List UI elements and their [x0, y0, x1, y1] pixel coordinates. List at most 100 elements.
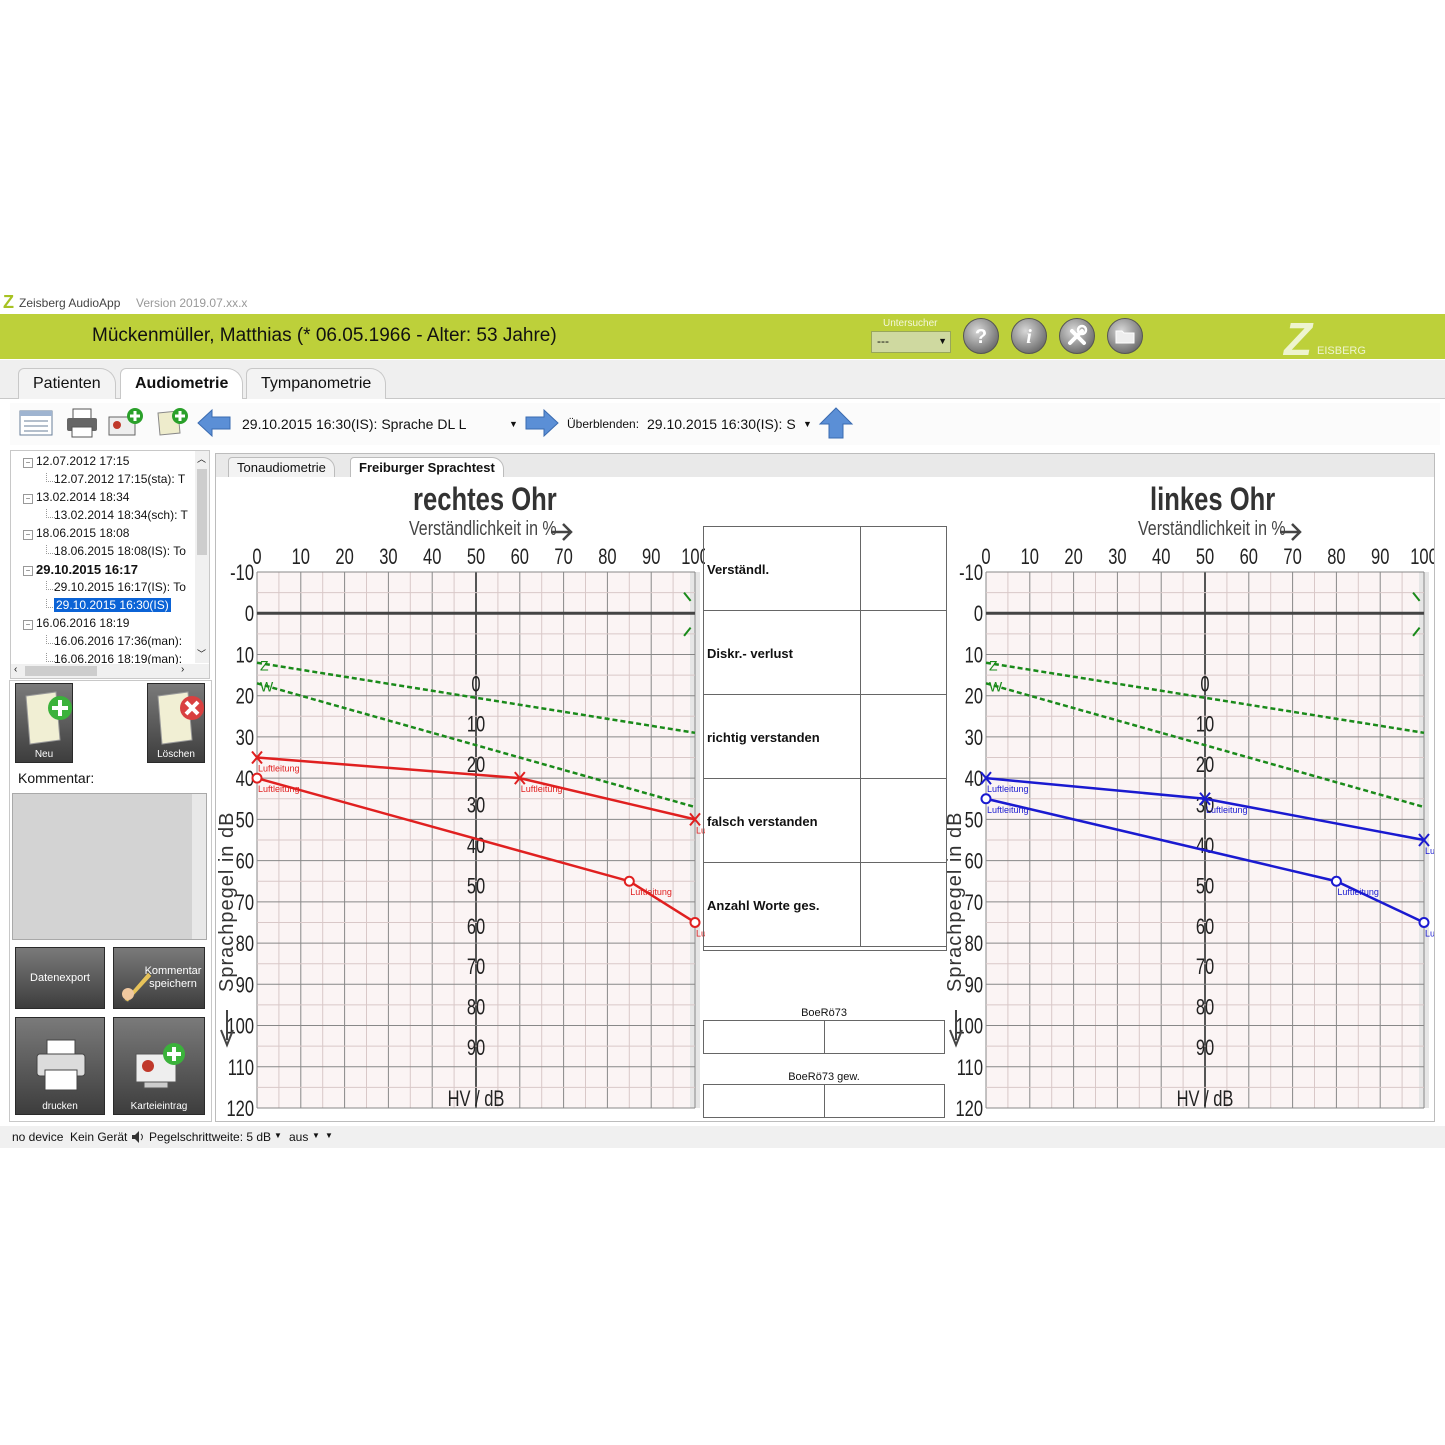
chevron-down-icon[interactable]: ▼ — [274, 1131, 282, 1140]
y-tick-label: 0 — [974, 602, 983, 627]
brand-text: EISBERG — [1317, 345, 1366, 357]
arrow-up-icon[interactable] — [818, 407, 854, 439]
data-point-o — [1418, 916, 1430, 928]
tree-measurement-node[interactable]: 18.06.2015 18:08(IS): To — [54, 544, 186, 558]
help-icon: ? — [974, 326, 988, 348]
device-select[interactable]: Kein Gerät — [70, 1130, 128, 1144]
hv-tick-label: 0 — [1200, 672, 1209, 697]
print-button[interactable]: drucken — [15, 1017, 105, 1115]
x-tick-label: 20 — [1064, 545, 1083, 570]
data-point-x — [689, 812, 701, 827]
add-patient-card-icon[interactable] — [108, 407, 144, 439]
scroll-up-icon[interactable]: ︿ — [197, 454, 207, 464]
settings-button[interactable] — [1059, 318, 1095, 354]
tree-date-node[interactable]: 12.07.2012 17:15 — [36, 454, 130, 468]
comment-textarea[interactable] — [12, 793, 207, 940]
measurement-tree[interactable]: −12.07.2012 17:15 12.07.2012 17:15(sta): … — [10, 450, 210, 679]
x-tick-label: 0 — [252, 545, 261, 570]
tab-tonaudiometrie[interactable]: Tonaudiometrie — [228, 457, 335, 478]
info-button[interactable]: i — [1011, 318, 1047, 354]
results-row: Anzahl Worte ges. — [704, 863, 946, 947]
help-button[interactable]: ? — [963, 318, 999, 354]
results-row-label: falsch verstanden — [707, 814, 818, 829]
arrow-down-icon — [949, 1010, 963, 1048]
mode-select[interactable]: aus — [289, 1130, 309, 1144]
examiner-select[interactable]: --- ▼ — [871, 331, 951, 353]
tree-connector — [46, 545, 55, 554]
delete-button[interactable]: Löschen — [147, 683, 205, 763]
new-document-icon — [25, 691, 72, 745]
scroll-down-icon[interactable]: ﹀ — [197, 649, 207, 659]
open-folder-button[interactable] — [1107, 318, 1143, 354]
results-row-value — [860, 863, 946, 947]
overlay-label: Überblenden: — [567, 417, 640, 431]
boe-value-box — [703, 1020, 945, 1054]
hv-tick-label: 20 — [1196, 753, 1215, 778]
tree-date-node[interactable]: 18.06.2015 18:08 — [36, 526, 130, 540]
data-point-x — [1199, 792, 1211, 806]
reference-curve-z — [985, 661, 1425, 735]
tab-freiburger-sprachtest[interactable]: Freiburger Sprachtest — [350, 457, 504, 478]
patient-name: Mückenmüller, Matthias (* 06.05.1966 - A… — [92, 325, 557, 346]
tree-measurement-node[interactable]: 29.10.2015 16:30(IS) — [54, 598, 171, 612]
arrow-left-icon[interactable] — [196, 407, 232, 439]
hv-tick-label: 90 — [1196, 1036, 1215, 1061]
printer-icon[interactable] — [64, 407, 100, 439]
new-document-icon[interactable] — [154, 407, 190, 439]
tree-vertical-scrollbar[interactable]: ︿ ﹀ — [195, 451, 209, 663]
tree-expander-icon[interactable]: − — [23, 620, 33, 630]
export-button[interactable]: Datenexport — [15, 947, 105, 1009]
data-point-label: Luftleitung — [1425, 928, 1434, 938]
tree-measurement-node[interactable]: 16.06.2016 18:19(man): — [54, 652, 183, 666]
tab-audiometrie[interactable]: Audiometrie — [120, 368, 244, 399]
tab-tympanometrie[interactable]: Tympanometrie — [246, 368, 387, 399]
reference-curve-w — [256, 682, 696, 809]
chevron-down-icon[interactable]: ▼ — [312, 1131, 320, 1140]
data-point-o — [980, 793, 992, 805]
printer-icon — [36, 1039, 86, 1091]
measurement-select[interactable]: 29.10.2015 16:30(IS): Sprache DL L — [242, 416, 467, 432]
arrow-right-icon[interactable] — [524, 407, 560, 439]
level-step-select[interactable]: Pegelschrittweite: 5 dB — [149, 1130, 272, 1144]
tree-expander-icon[interactable]: − — [23, 566, 33, 576]
tree-measurement-node[interactable]: 16.06.2016 17:36(man): — [54, 634, 183, 648]
data-point-label: Luftleitung — [630, 887, 672, 897]
scroll-thumb[interactable] — [25, 666, 97, 676]
data-point-x — [980, 771, 992, 785]
tree-date-node[interactable]: 13.02.2014 18:34 — [36, 490, 130, 504]
hv-tick-label: 80 — [467, 995, 486, 1020]
boe-weighted-label: BoeRö73 gew. — [788, 1071, 860, 1083]
chevron-down-icon[interactable]: ▼ — [509, 419, 518, 429]
comment-scrollbar[interactable] — [192, 794, 206, 939]
chevron-down-icon[interactable]: ▼ — [325, 1131, 333, 1140]
tree-expander-icon[interactable]: − — [23, 494, 33, 504]
y-tick-label: 30 — [236, 726, 255, 751]
left-ear-xlabel: Verständlichkeit in % — [1138, 518, 1286, 540]
tree-measurement-node[interactable]: 12.07.2012 17:15(sta): T — [54, 472, 186, 486]
reference-curve-w — [985, 682, 1425, 809]
data-point-label: Luftleitung — [521, 784, 563, 794]
tree-measurement-node[interactable]: 13.02.2014 18:34(sch): T — [54, 508, 188, 522]
tree-expander-icon[interactable]: − — [23, 458, 33, 468]
results-table: Verständl. Diskr.- verlust richtig verstan… — [703, 526, 947, 951]
hv-tick-label: 40 — [1196, 834, 1215, 859]
tab-patienten[interactable]: Patienten — [18, 368, 116, 399]
tree-date-node[interactable]: 16.06.2016 18:19 — [36, 616, 130, 630]
chevron-down-icon[interactable]: ▼ — [803, 419, 812, 429]
overlay-select[interactable]: 29.10.2015 16:30(IS): S — [647, 416, 796, 432]
tree-measurement-node[interactable]: 29.10.2015 16:17(IS): To — [54, 580, 186, 594]
tree-horizontal-scrollbar[interactable]: ‹ › — [11, 664, 209, 678]
new-button[interactable]: Neu — [15, 683, 73, 763]
tree-expander-icon[interactable]: − — [23, 530, 33, 540]
print-button-label: drucken — [42, 1101, 78, 1112]
tree-date-node[interactable]: 29.10.2015 16:17 — [36, 562, 138, 577]
tree-connector — [46, 509, 55, 518]
scroll-right-icon[interactable]: › — [181, 664, 185, 675]
record-entry-button[interactable]: Karteieintrag — [113, 1017, 205, 1115]
save-comment-button[interactable]: Kommentar speichern — [113, 947, 205, 1009]
scroll-left-icon[interactable]: ‹ — [14, 664, 18, 675]
list-view-icon[interactable] — [18, 407, 54, 439]
arrow-right-icon — [551, 523, 573, 541]
examiner-label: Untersucher — [883, 318, 938, 329]
scroll-thumb[interactable] — [197, 469, 207, 555]
